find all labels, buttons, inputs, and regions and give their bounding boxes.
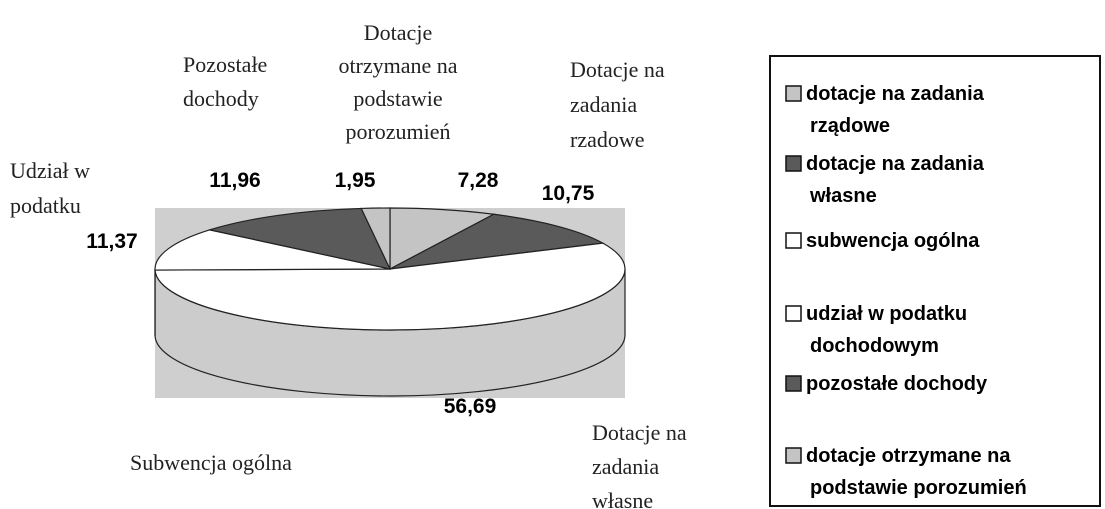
legend-label: dotacje na zadania xyxy=(806,153,985,175)
legend-label: pozostałe dochody xyxy=(806,373,988,395)
slice xyxy=(389,207,496,270)
legend-label: własne xyxy=(809,185,877,207)
slice-label: własne xyxy=(592,488,653,509)
slice-label: Dotacje xyxy=(364,20,432,45)
legend-swatch xyxy=(785,232,802,249)
slice-label: otrzymane na xyxy=(338,53,457,78)
value-label: 11,37 xyxy=(86,230,137,253)
slice xyxy=(389,213,605,270)
legend-label: dochodowym xyxy=(810,335,939,357)
slice-label: Subwencja ogólna xyxy=(130,450,292,475)
slice-label: Udział w xyxy=(10,158,90,183)
slice xyxy=(154,242,626,331)
legend-label: rządowe xyxy=(810,115,890,137)
slice-label: podatku xyxy=(10,193,81,218)
slice xyxy=(154,229,391,271)
legend-swatch xyxy=(785,375,802,392)
slice-label: Dotacje na xyxy=(570,57,665,82)
slice xyxy=(207,207,392,270)
slice-label: dochody xyxy=(183,86,259,111)
value-label: 7,28 xyxy=(458,169,499,192)
legend-label: podstawie porozumień xyxy=(810,477,1027,499)
slice-label: Pozostałe xyxy=(183,52,267,77)
legend-swatch xyxy=(785,85,802,102)
slice-label: Dotacje na xyxy=(592,420,687,445)
slice-label: podstawie xyxy=(353,86,442,111)
legend-label: subwencja ogólna xyxy=(806,230,980,252)
value-label: 1,95 xyxy=(335,169,376,192)
legend-box xyxy=(769,55,1101,507)
legend-swatch xyxy=(785,305,802,322)
legend-swatch xyxy=(785,155,802,172)
legend-swatch xyxy=(785,447,802,464)
slice-label: porozumień xyxy=(345,119,450,144)
legend-label: dotacje na zadania xyxy=(806,83,985,105)
value-label: 10,75 xyxy=(542,182,595,205)
legend-label: udział w podatku xyxy=(806,303,967,325)
slice xyxy=(360,207,391,270)
legend-label: dotacje otrzymane na xyxy=(806,445,1011,467)
value-label: 56,69 xyxy=(444,395,497,418)
slice-label: rzadowe xyxy=(570,127,645,152)
value-label: 11,96 xyxy=(209,169,260,192)
slice-label: zadania xyxy=(592,454,659,479)
slice-label: zadania xyxy=(570,92,637,117)
